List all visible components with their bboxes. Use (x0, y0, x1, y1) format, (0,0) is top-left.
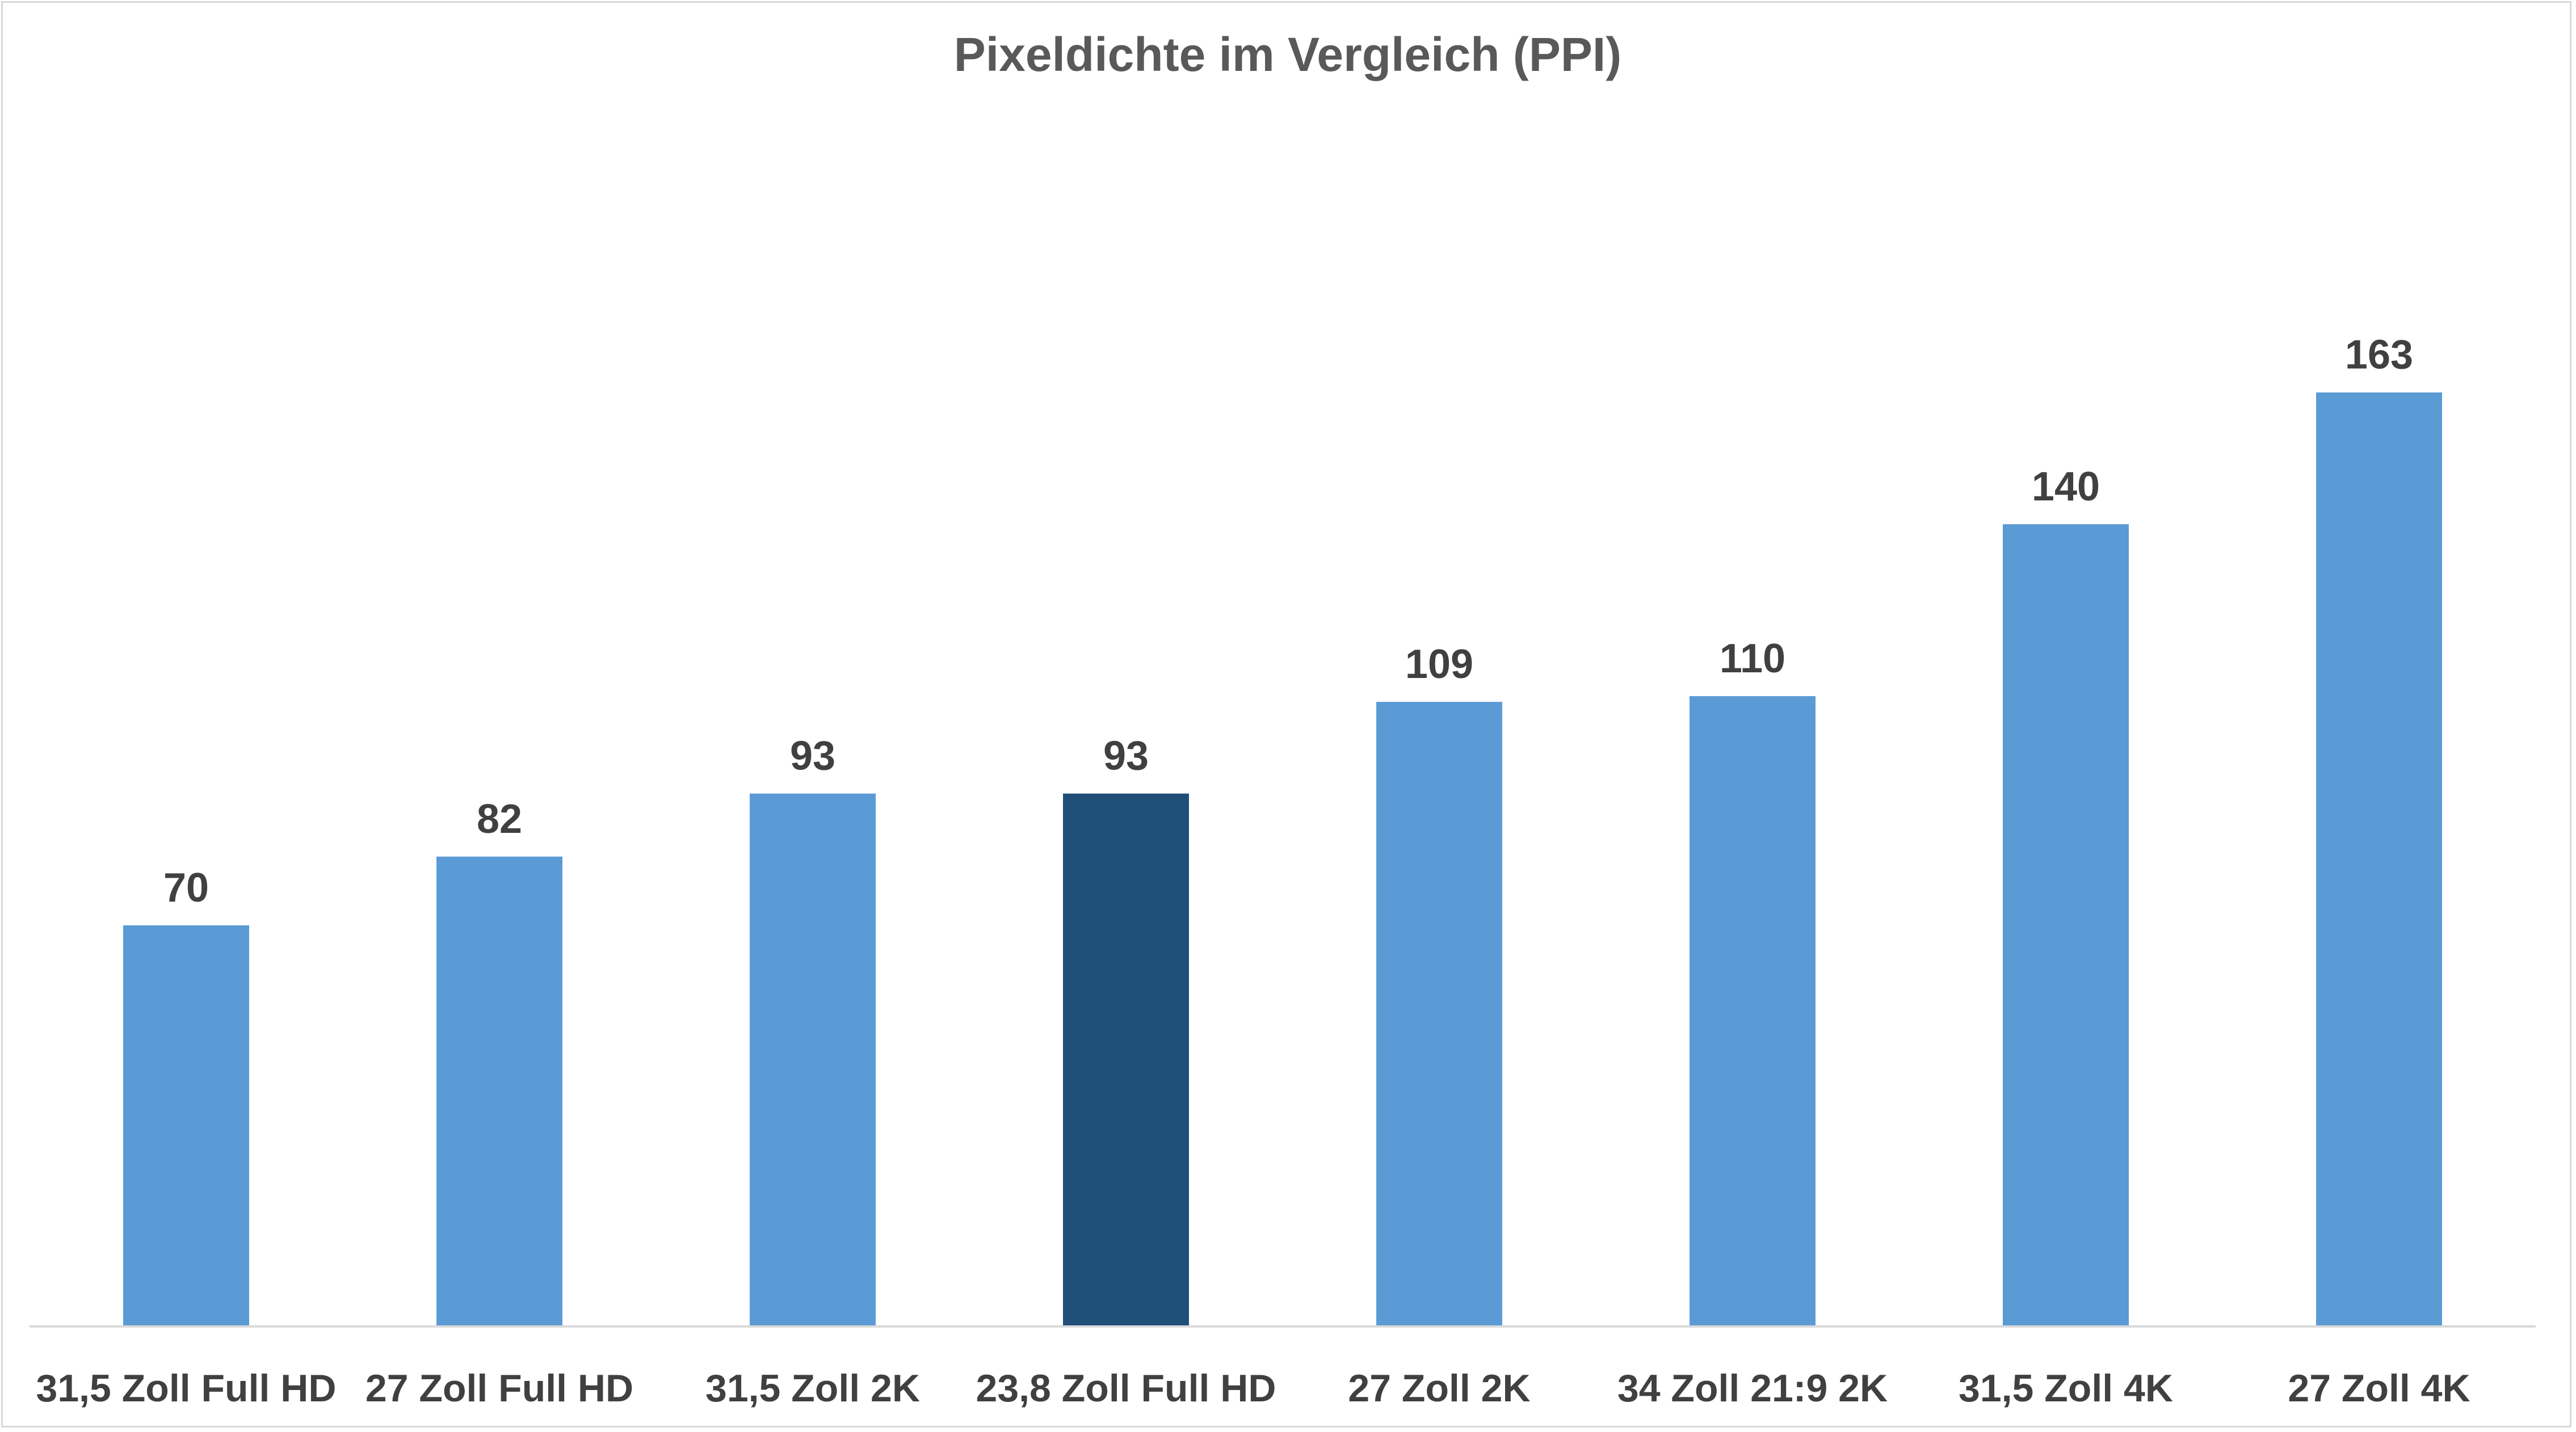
value-label-5: 109 (1405, 642, 1473, 687)
category-label-4: 23,8 Zoll Full HD (976, 1367, 1276, 1410)
bars-group (123, 392, 2442, 1327)
value-labels-group: 70 82 93 93 109 110 140 163 (163, 332, 2413, 911)
category-label-5: 27 Zoll 2K (1348, 1367, 1530, 1410)
value-label-6: 110 (1720, 636, 1785, 681)
category-label-2: 27 Zoll Full HD (365, 1367, 633, 1410)
value-label-4: 93 (1103, 734, 1149, 779)
value-label-3: 93 (790, 734, 835, 779)
category-label-6: 34 Zoll 21:9 2K (1617, 1367, 1888, 1410)
category-label-1: 31,5 Zoll Full HD (36, 1367, 337, 1410)
bar-7 (2003, 524, 2129, 1326)
value-label-7: 140 (2032, 464, 2100, 509)
value-label-1: 70 (163, 865, 209, 911)
category-label-7: 31,5 Zoll 4K (1959, 1367, 2173, 1410)
value-label-2: 82 (477, 797, 522, 842)
bar-1 (123, 925, 249, 1326)
bar-4 (1063, 793, 1189, 1326)
category-labels-group: 31,5 Zoll Full HD 27 Zoll Full HD 31,5 Zol… (36, 1367, 2470, 1410)
chart-title: Pixeldichte im Vergleich (PPI) (954, 28, 1621, 81)
bar-2 (436, 856, 562, 1326)
bar-8 (2316, 392, 2442, 1327)
bar-6 (1690, 696, 1816, 1326)
category-label-8: 27 Zoll 4K (2288, 1367, 2470, 1410)
bar-3 (750, 793, 876, 1326)
bar-5 (1376, 702, 1502, 1326)
value-label-8: 163 (2345, 332, 2413, 378)
category-label-3: 31,5 Zoll 2K (705, 1367, 920, 1410)
